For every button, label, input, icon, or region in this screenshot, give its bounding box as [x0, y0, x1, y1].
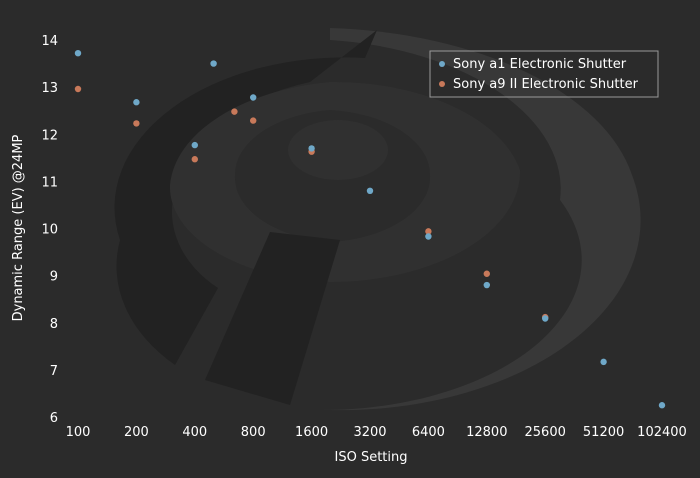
x-tick-label: 200: [124, 425, 149, 440]
y-tick-label: 14: [41, 34, 58, 49]
y-axis-title: Dynamic Range (EV) @24MP: [11, 134, 26, 321]
data-point-sony-a1: [308, 145, 315, 152]
y-axis-tick-labels: 6 7 8 9 10 11 12 13 14: [41, 34, 58, 426]
y-tick-label: 8: [50, 317, 58, 332]
x-tick-label: 25600: [525, 425, 566, 440]
data-point-sony-a1: [366, 187, 374, 194]
x-tick-label: 400: [182, 425, 207, 440]
x-tick-label: 12800: [466, 425, 507, 440]
y-tick-label: 10: [41, 223, 58, 238]
x-tick-label: 1600: [295, 425, 328, 440]
legend-label-sony-a9ii: Sony a9 II Electronic Shutter: [453, 77, 639, 92]
data-point-sony-a1: [210, 60, 217, 67]
y-tick-label: 6: [50, 411, 58, 426]
y-tick-label: 13: [41, 81, 58, 96]
x-tick-label: 3200: [353, 425, 386, 440]
x-tick-label: 51200: [583, 425, 624, 440]
x-tick-label: 102400: [637, 425, 687, 440]
legend-box: [429, 50, 659, 98]
legend-marker-sony-a1: [439, 61, 445, 67]
x-tick-label: 100: [66, 425, 91, 440]
legend: Sony a1 Electronic Shutter Sony a9 II El…: [429, 50, 659, 98]
y-tick-label: 9: [50, 270, 58, 285]
data-point-sony-a9ii: [133, 120, 140, 127]
data-point-sony-a1: [74, 49, 82, 57]
watermark-logo-icon: [114, 28, 641, 411]
y-tick-label: 12: [41, 128, 58, 143]
data-point-sony-a9ii: [231, 108, 238, 115]
data-point-sony-a9ii: [425, 228, 432, 235]
data-point-sony-a1: [483, 281, 490, 289]
legend-marker-sony-a9ii: [439, 81, 445, 87]
data-point-sony-a1: [600, 358, 607, 366]
data-point-sony-a9ii: [483, 270, 490, 277]
y-tick-label: 11: [41, 175, 58, 190]
x-tick-label: 6400: [412, 425, 445, 440]
scatter-points: [74, 49, 666, 409]
data-point-sony-a9ii: [74, 85, 82, 93]
x-axis-title: ISO Setting: [335, 450, 408, 465]
data-point-sony-a1: [250, 94, 257, 101]
data-point-sony-a9ii: [250, 117, 257, 124]
data-point-sony-a1: [133, 99, 140, 106]
data-point-sony-a1: [658, 402, 666, 409]
data-point-sony-a1: [191, 141, 198, 149]
data-point-sony-a9ii: [191, 156, 198, 163]
x-tick-label: 800: [241, 425, 266, 440]
legend-label-sony-a1: Sony a1 Electronic Shutter: [453, 57, 627, 72]
data-point-sony-a1: [425, 233, 432, 240]
data-point-sony-a1: [542, 315, 549, 322]
y-tick-label: 7: [50, 364, 58, 379]
x-axis-tick-labels: 100 200 400 800 1600 3200 6400 12800 25600 51200 1…: [66, 425, 687, 440]
